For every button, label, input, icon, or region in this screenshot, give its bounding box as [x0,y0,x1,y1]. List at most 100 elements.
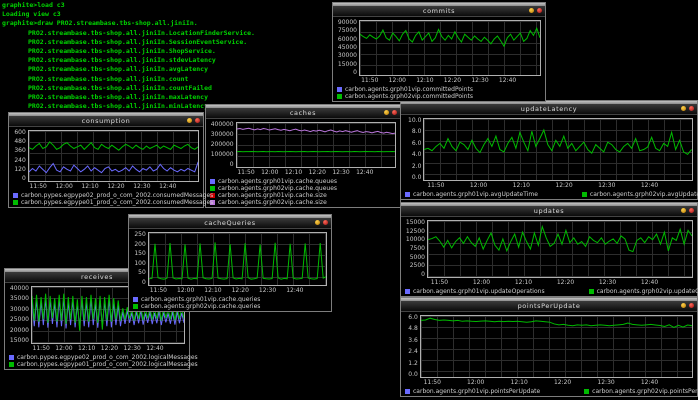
window-frame-top[interactable] [206,105,400,108]
window-titlebar[interactable]: commits [333,6,545,17]
window-frame-top[interactable] [401,101,697,104]
chart-row: 90000 75000 60000 45000 30000 15000 0 [335,20,541,76]
x-tick-label: 12:00 [467,379,485,386]
window-frame-top[interactable] [401,203,697,206]
x-tick-label: 11:50 [237,169,255,176]
x-tick-label: 11:50 [427,182,445,189]
window-title: updateLatency [520,105,578,113]
y-tick-label: 0 [353,68,357,76]
legend-item: carbon.agents.grph01vip.cache.queues [210,178,396,185]
window-frame-top[interactable] [129,215,331,218]
minimize-button[interactable] [529,8,534,13]
window-title: receives [81,273,113,281]
y-tick-label: 100000 [210,151,234,158]
x-tick-label: 12:00 [55,345,73,352]
window-receives: receives 40000 35000 30000 25000 20000 15000 … [4,268,198,370]
x-tick-label: 12:10 [510,379,528,386]
y-tick-label: 6.0 [411,139,422,147]
window-titlebar[interactable]: caches [206,108,400,119]
close-button[interactable] [689,303,694,308]
y-axis-labels: 400000 300000 200000 100000 0 [208,122,236,168]
legend-swatch-icon [13,200,18,205]
close-button[interactable] [537,8,542,13]
chart-legend: carbon.agents.grph01vip.updateOperations… [403,287,698,295]
y-tick-label: 15000 [9,336,29,344]
window-buttons [384,110,397,115]
legend-item: carbon.agents.grph02vip.updateOperations [588,288,698,295]
minimize-button[interactable] [681,106,686,111]
terminal-output[interactable]: graphite>load c3 Loading view c3 graphite>… [2,1,255,121]
chart-canvas [360,21,540,75]
legend-label: carbon.agents.grph02vip.cache.queries [141,303,261,310]
x-tick-label: 12:20 [231,287,249,294]
window-frame-top[interactable] [401,298,697,301]
close-button[interactable] [392,110,397,115]
window-pointsPerUpdate: pointsPerUpdate 6.0 4.8 3.6 2.4 1.2 0.0 11:50… [400,297,698,397]
x-tick-label: 12:20 [443,77,462,84]
minimize-button[interactable] [384,110,389,115]
x-tick-label: 12:20 [107,183,125,190]
y-tick-label: 7500 [409,244,425,252]
y-tick-label: 0 [141,278,146,286]
chart-legend: carbon.pypes.egpype02_prod_o_com_2002.lo… [7,353,198,368]
window-title: updates [533,207,565,215]
series-line [360,28,540,46]
x-axis-labels: 11:50 12:00 12:10 12:20 12:30 12:40 [29,344,185,353]
legend-swatch-icon [9,355,14,360]
chart-canvas [29,131,198,181]
window-buttons [681,208,694,213]
minimize-button[interactable] [681,208,686,213]
legend-label: carbon.agents.grph02vip.updateOperations [596,288,698,295]
x-tick-label: 11:50 [423,379,441,386]
close-button[interactable] [195,118,200,123]
x-tick-label: 12:30 [598,279,617,286]
window-body: 15000 12500 10000 7500 5000 2500 0 11:50 12:00 1… [401,217,698,296]
window-titlebar[interactable]: cacheQueries [129,218,331,229]
window-frame-top[interactable] [5,269,189,272]
legend-swatch-icon [210,186,215,191]
y-tick-label: 4.8 [408,325,418,333]
legend-item: carbon.agents.grph02vip.cache.queues [210,185,396,192]
terminal-line: PRO2.streambase.tbs-shop.all.jiniIn.maxL… [28,93,209,102]
x-tick-label: 12:40 [159,183,177,190]
window-frame-top[interactable] [9,113,203,116]
window-buttons [681,106,694,111]
close-button[interactable] [689,106,694,111]
x-tick-label: 12:40 [356,169,374,176]
window-buttons [681,303,694,308]
y-tick-label: 60000 [337,35,357,43]
legend-item: carbon.pypes.egpype02_prod_o_com_2002.co… [13,192,213,199]
window-updates: updates 15000 12500 10000 7500 5000 2500 0 11:… [400,202,698,297]
minimize-button[interactable] [187,118,192,123]
window-titlebar[interactable]: consumption [9,116,203,127]
window-titlebar[interactable]: updates [401,206,697,217]
y-tick-label: 40000 [9,285,29,292]
close-button[interactable] [689,208,694,213]
chart-canvas [428,221,692,277]
legend-swatch-icon [337,94,342,99]
window-title: cacheQueries [204,219,256,227]
y-tick-label: 0 [229,161,234,168]
legend-label: carbon.pypes.egpype02_prod_o_com_2002.co… [21,192,214,199]
chart-row: 250 200 150 100 50 0 [131,232,327,286]
terminal-line: Loading view c3 [2,10,61,19]
chart-row: 15000 12500 10000 7500 5000 2500 0 [403,220,693,278]
window-titlebar[interactable]: pointsPerUpdate [401,301,697,312]
y-tick-label: 200 [134,240,146,248]
x-tick-label: 12:40 [640,379,659,386]
minimize-button[interactable] [681,303,686,308]
chart-canvas [424,119,692,180]
window-titlebar[interactable]: updateLatency [401,104,697,115]
y-tick-label: 2.4 [408,348,418,356]
y-axis-labels: 6.0 4.8 3.6 2.4 1.2 0.0 [403,315,420,378]
window-frame-top[interactable] [333,3,545,6]
x-tick-label: 11:50 [32,345,50,352]
close-button[interactable] [323,220,328,225]
y-tick-label: 35000 [9,295,29,303]
terminal-line: PRO2.streambase.tbs-shop.all.jiniIn.stde… [28,56,216,65]
series-line [237,128,395,133]
y-tick-label: 400000 [210,121,234,128]
minimize-button[interactable] [315,220,320,225]
y-tick-label: 0.0 [408,370,418,378]
